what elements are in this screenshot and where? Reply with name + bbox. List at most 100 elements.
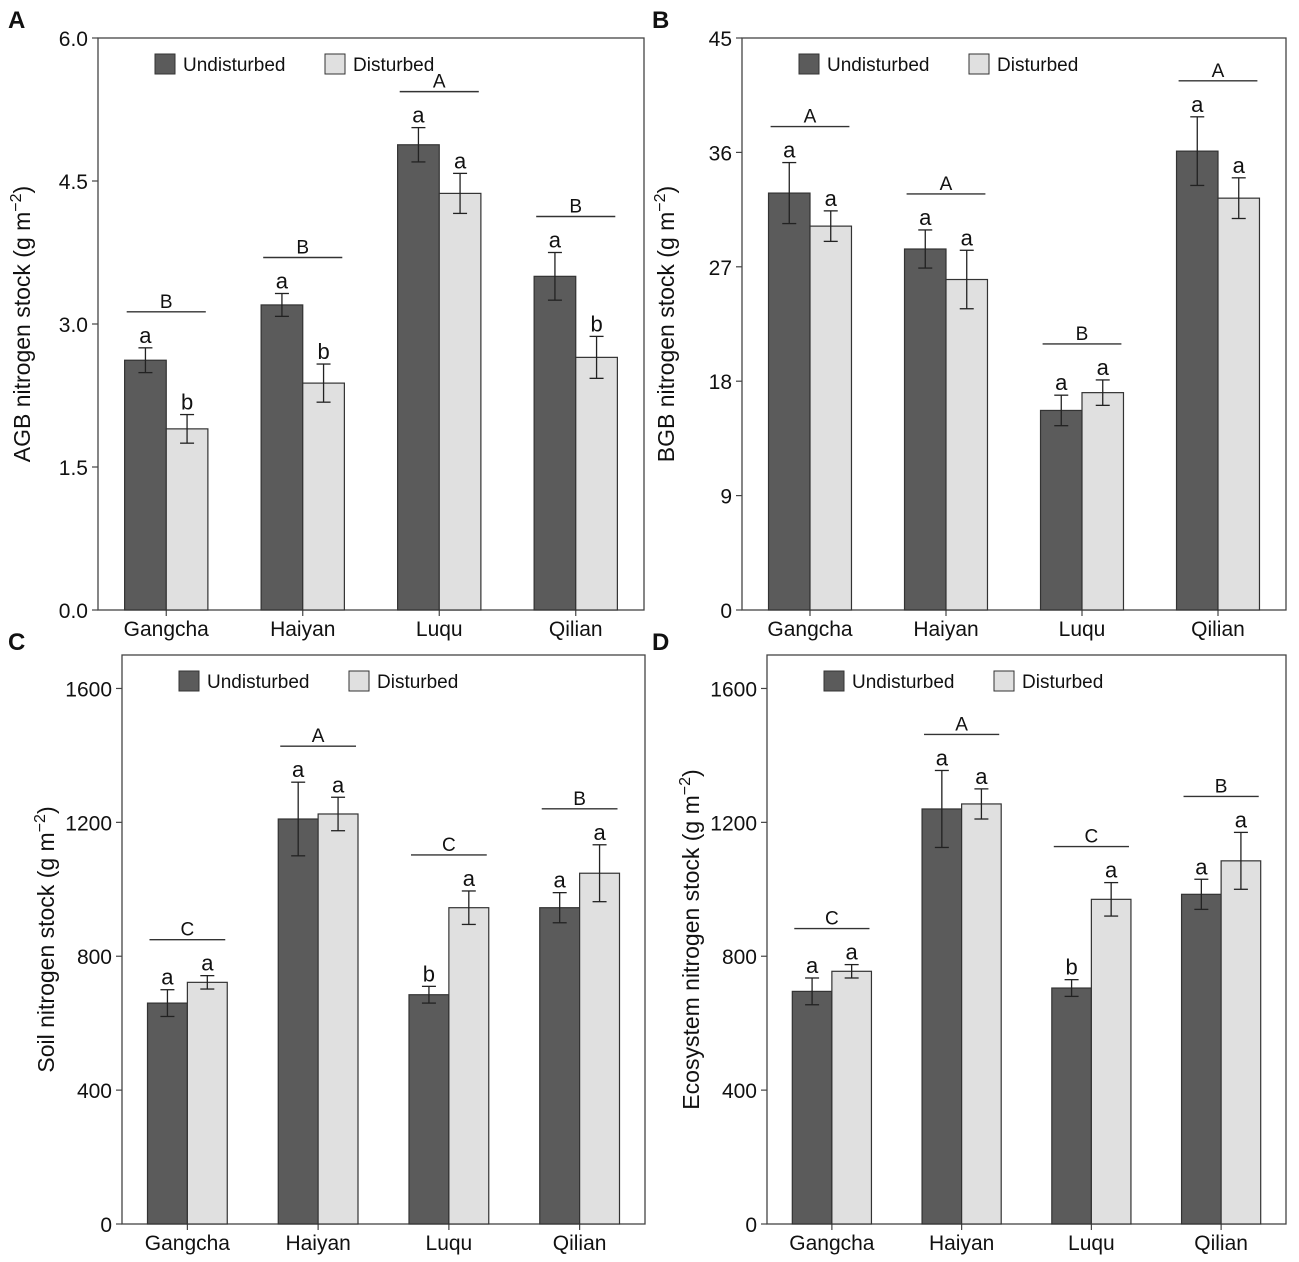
y-tick-label: 0 bbox=[745, 1214, 757, 1237]
bar-disturbed-luqu bbox=[448, 907, 490, 1225]
x-tick-label: Qilian bbox=[1194, 1232, 1248, 1255]
y-tick-label: 4.5 bbox=[59, 171, 88, 194]
y-axis-title-text: Ecosystem nitrogen stock (g m bbox=[678, 795, 704, 1109]
significance-letter: b bbox=[423, 961, 435, 986]
y-tick-label: 3.0 bbox=[59, 314, 88, 337]
plot-frame bbox=[766, 654, 1287, 1225]
significance-letter: a bbox=[332, 772, 345, 797]
bar-undisturbed-luqu bbox=[397, 144, 440, 611]
y-axis-title-exponent: −2 bbox=[677, 777, 694, 795]
significance-letter: a bbox=[139, 323, 152, 348]
group-letter: A bbox=[433, 72, 446, 93]
significance-letter: a bbox=[975, 764, 988, 789]
bar-undisturbed-qilian bbox=[533, 275, 577, 611]
significance-letter: a bbox=[825, 186, 838, 211]
y-tick-label: 45 bbox=[709, 28, 732, 51]
x-tick-label: Haiyan bbox=[929, 1232, 994, 1255]
legend-label-disturbed: Disturbed bbox=[377, 672, 458, 693]
y-axis-title: Ecosystem nitrogen stock (g m−2) bbox=[677, 769, 704, 1109]
x-tick-label: Qilian bbox=[553, 1232, 607, 1255]
y-axis-title-close: ) bbox=[653, 186, 679, 194]
significance-letter: a bbox=[549, 228, 562, 253]
y-tick-label: 18 bbox=[709, 371, 732, 394]
bar-undisturbed-haiyan bbox=[277, 818, 319, 1225]
significance-letter: a bbox=[161, 965, 174, 990]
bar-undisturbed-gangcha bbox=[146, 1002, 188, 1225]
bar-disturbed-gangcha bbox=[165, 428, 209, 611]
group-letter: B bbox=[296, 237, 309, 258]
legend-label-undisturbed: Undisturbed bbox=[207, 672, 309, 693]
bar-undisturbed-qilian bbox=[1180, 893, 1222, 1225]
significance-letter: a bbox=[201, 951, 214, 976]
x-tick-label: Luqu bbox=[1059, 618, 1106, 641]
group-letter: C bbox=[442, 835, 456, 856]
bar-undisturbed-luqu bbox=[1051, 987, 1092, 1225]
x-tick-label: Gangcha bbox=[145, 1232, 231, 1255]
legend-swatch-disturbed bbox=[324, 53, 346, 75]
bar-undisturbed-luqu bbox=[408, 994, 450, 1225]
x-tick-label: Luqu bbox=[416, 618, 463, 641]
group-letter: B bbox=[573, 789, 586, 810]
significance-letter: a bbox=[1105, 858, 1118, 883]
bar-disturbed-haiyan bbox=[302, 382, 345, 611]
legend-label-undisturbed: Undisturbed bbox=[852, 672, 954, 693]
bar-disturbed-qilian bbox=[1217, 197, 1261, 611]
group-letter: A bbox=[312, 726, 325, 747]
bar-disturbed-gangcha bbox=[186, 981, 228, 1225]
significance-letter: a bbox=[806, 953, 819, 978]
legend-swatch-disturbed bbox=[348, 670, 370, 692]
chart-panel-b: B 0 9 18 27 36 45 BGB nitrogen stock (g m−2) Und… bbox=[652, 7, 1287, 641]
bar-disturbed-qilian bbox=[1220, 860, 1262, 1225]
x-tick-label: Gangcha bbox=[767, 618, 853, 641]
y-tick-label: 36 bbox=[709, 142, 732, 165]
y-axis-title-close: ) bbox=[678, 769, 704, 777]
y-tick-label: 9 bbox=[720, 486, 732, 509]
group-letter: B bbox=[569, 197, 582, 218]
significance-letter: a bbox=[961, 225, 974, 250]
significance-letter: a bbox=[1191, 92, 1204, 117]
x-tick-label: Qilian bbox=[1191, 618, 1245, 641]
significance-letter: a bbox=[1055, 370, 1068, 395]
bar-disturbed-haiyan bbox=[961, 803, 1002, 1225]
group-letter: C bbox=[825, 909, 839, 930]
significance-letter: a bbox=[919, 205, 932, 230]
plot-frame bbox=[741, 37, 1287, 611]
legend-swatch-undisturbed bbox=[178, 670, 200, 692]
bar-undisturbed-gangcha bbox=[124, 359, 167, 611]
bar-undisturbed-gangcha bbox=[767, 192, 811, 611]
significance-letter: b bbox=[590, 311, 602, 336]
significance-letter: a bbox=[1195, 854, 1208, 879]
bar-undisturbed-haiyan bbox=[903, 248, 947, 611]
y-tick-label: 1.5 bbox=[59, 457, 88, 480]
legend-label-disturbed: Disturbed bbox=[353, 55, 434, 76]
significance-letter: a bbox=[593, 820, 606, 845]
y-tick-label: 27 bbox=[709, 257, 732, 280]
y-tick-label: 0 bbox=[720, 600, 732, 623]
y-axis-title: AGB nitrogen stock (g m−2) bbox=[8, 186, 35, 462]
panel-label: B bbox=[652, 7, 669, 34]
x-tick-label: Gangcha bbox=[789, 1232, 875, 1255]
x-tick-label: Haiyan bbox=[913, 618, 978, 641]
significance-letter: b bbox=[317, 339, 329, 364]
y-tick-label: 400 bbox=[77, 1080, 112, 1103]
group-letter: C bbox=[1085, 827, 1099, 848]
y-tick-label: 0 bbox=[100, 1214, 112, 1237]
y-axis-title-text: BGB nitrogen stock (g m bbox=[653, 212, 679, 463]
group-letter: A bbox=[955, 714, 968, 735]
bar-disturbed-haiyan bbox=[317, 813, 359, 1225]
significance-letter: a bbox=[783, 138, 796, 163]
legend-swatch-undisturbed bbox=[154, 53, 176, 75]
y-axis-title-close: ) bbox=[9, 186, 35, 194]
y-axis-title: BGB nitrogen stock (g m−2) bbox=[652, 186, 679, 462]
significance-letter: a bbox=[1233, 153, 1246, 178]
group-letter: B bbox=[160, 292, 173, 313]
bar-undisturbed-qilian bbox=[1175, 150, 1219, 611]
y-tick-label: 400 bbox=[722, 1080, 757, 1103]
bar-undisturbed-haiyan bbox=[260, 304, 304, 611]
y-tick-label: 800 bbox=[77, 946, 112, 969]
legend-label-undisturbed: Undisturbed bbox=[827, 55, 929, 76]
significance-letter: a bbox=[1097, 355, 1110, 380]
significance-letter: a bbox=[454, 148, 467, 173]
bar-undisturbed-qilian bbox=[539, 907, 581, 1225]
group-letter: A bbox=[804, 107, 817, 128]
